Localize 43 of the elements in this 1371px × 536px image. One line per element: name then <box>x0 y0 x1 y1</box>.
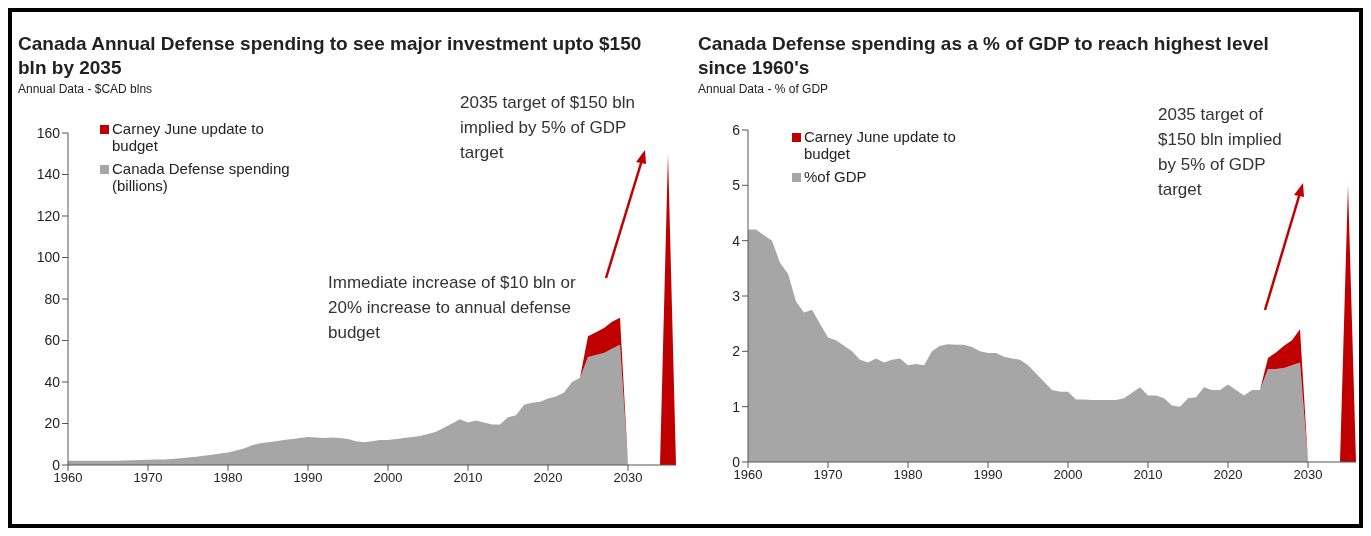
legend-label: Canada Defense spending (billions) <box>112 160 291 194</box>
y-tick-label: 1 <box>732 398 741 415</box>
chart-title: Canada Defense spending as a % of GDP to reach highest level since 1960's <box>698 32 1270 80</box>
x-tick-label: 2010 <box>1133 467 1163 483</box>
x-tick-label: 1990 <box>293 470 323 486</box>
chart-subtitle: Annual Data - $CAD blns <box>18 82 153 96</box>
y-tick-label: 60 <box>44 332 61 349</box>
x-tick-label: 2020 <box>1213 467 1243 483</box>
x-tick-label: 2030 <box>613 470 643 486</box>
y-tick-label: 6 <box>732 121 741 138</box>
legend-label: %of GDP <box>804 168 867 185</box>
legend-label: Carney June update to budget <box>112 120 265 154</box>
annotation: 2035 target of $150 bln implied by 5% of GDP target <box>1158 104 1283 201</box>
legend-label: Carney June update to budget <box>804 128 957 162</box>
y-tick-label: 100 <box>36 249 61 266</box>
annotation: Immediate increase of $10 bln or 20% increase to annual defense budget <box>328 272 577 344</box>
y-tick-label: 5 <box>732 177 741 194</box>
chart-title: Canada Annual Defense spending to see major investment upto $150 bln by 2035 <box>18 32 643 80</box>
y-tick-label: 140 <box>36 166 61 183</box>
x-tick-label: 2010 <box>453 470 483 486</box>
x-tick-label: 2020 <box>533 470 563 486</box>
x-tick-label: 1980 <box>893 467 923 483</box>
y-tick-label: 160 <box>36 124 61 141</box>
x-tick-label: 1990 <box>973 467 1003 483</box>
chart-subtitle: Annual Data - % of GDP <box>698 82 829 96</box>
y-tick-label: 3 <box>732 287 741 304</box>
y-tick-label: 0 <box>52 456 61 473</box>
x-tick-label: 2000 <box>373 470 403 486</box>
y-tick-label: 20 <box>44 415 61 432</box>
y-tick-label: 80 <box>44 290 61 307</box>
y-tick-label: 2 <box>732 343 741 360</box>
x-tick-label: 1980 <box>213 470 243 486</box>
x-tick-label: 1970 <box>133 470 163 486</box>
x-tick-label: 2030 <box>1293 467 1323 483</box>
y-tick-label: 40 <box>44 373 61 390</box>
x-tick-label: 2000 <box>1053 467 1083 483</box>
annotation: 2035 target of $150 bln implied by 5% of GDP target <box>460 92 636 164</box>
x-tick-label: 1970 <box>813 467 843 483</box>
x-tick-label: 1960 <box>53 470 83 486</box>
y-tick-label: 120 <box>36 207 61 224</box>
y-tick-label: 4 <box>732 232 741 249</box>
x-tick-label: 1960 <box>733 467 763 483</box>
y-tick-label: 0 <box>732 453 741 470</box>
